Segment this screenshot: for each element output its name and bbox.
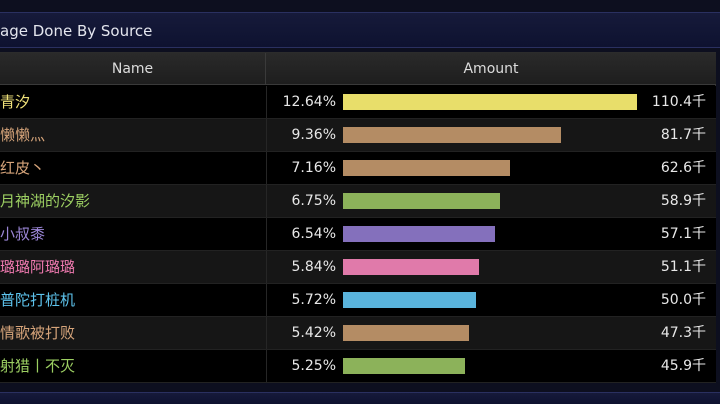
column-divider	[266, 86, 267, 118]
row-percent: 5.25%	[291, 358, 336, 374]
row-amount: 57.1千	[660, 226, 706, 242]
row-amount: 62.6千	[660, 160, 706, 176]
table-row[interactable]: 月神湖的汐影 6.75% 58.9千	[0, 185, 716, 218]
row-source-name: 红皮丶	[0, 159, 46, 177]
row-amount: 58.9千	[660, 193, 706, 209]
window-title-bar[interactable]: age Done By Source	[0, 12, 720, 48]
table-row[interactable]: 懒懒灬 9.36% 81.7千	[0, 119, 716, 152]
row-amount: 47.3千	[660, 325, 706, 341]
row-damage-bar	[343, 259, 479, 275]
row-percent: 6.54%	[291, 226, 336, 242]
row-damage-bar	[343, 325, 469, 341]
column-divider	[266, 350, 267, 382]
row-damage-bar	[343, 160, 510, 176]
row-damage-bar	[343, 226, 495, 242]
row-source-name: 普陀打桩机	[0, 291, 76, 309]
column-divider	[266, 119, 267, 151]
row-amount: 81.7千	[660, 127, 706, 143]
row-source-name: 小叔黍	[0, 225, 46, 243]
table-row[interactable]: 红皮丶 7.16% 62.6千	[0, 152, 716, 185]
row-source-name: 月神湖的汐影	[0, 192, 91, 210]
row-percent: 9.36%	[291, 127, 336, 143]
damage-table: Name Amount 青汐 12.64% 110.4千懒懒灬 9.36% 81.7千红…	[0, 52, 716, 383]
row-percent: 12.64%	[282, 94, 336, 110]
row-amount: 50.0千	[660, 292, 706, 308]
column-divider	[266, 152, 267, 184]
row-source-name: 射猎丨不灭	[0, 357, 76, 375]
row-percent: 5.72%	[291, 292, 336, 308]
window-title: age Done By Source	[0, 22, 153, 40]
row-source-name: 情歌被打败	[0, 324, 76, 342]
row-source-name: 璐璐阿璐璐	[0, 258, 76, 276]
table-row[interactable]: 情歌被打败 5.42% 47.3千	[0, 317, 716, 350]
column-divider	[266, 251, 267, 283]
table-row[interactable]: 青汐 12.64% 110.4千	[0, 86, 716, 119]
window-bottom-bar	[0, 392, 720, 404]
column-header-name[interactable]: Name	[0, 53, 266, 85]
row-amount: 110.4千	[651, 94, 706, 110]
row-source-name: 懒懒灬	[0, 126, 46, 144]
row-percent: 5.42%	[291, 325, 336, 341]
column-divider	[266, 284, 267, 316]
table-row[interactable]: 射猎丨不灭 5.25% 45.9千	[0, 350, 716, 383]
row-damage-bar	[343, 94, 637, 110]
column-divider	[266, 317, 267, 349]
row-damage-bar	[343, 358, 465, 374]
table-row[interactable]: 普陀打桩机 5.72% 50.0千	[0, 284, 716, 317]
row-damage-bar	[343, 127, 561, 143]
row-source-name: 青汐	[0, 93, 31, 111]
row-damage-bar	[343, 193, 500, 209]
row-percent: 5.84%	[291, 259, 336, 275]
column-header-amount[interactable]: Amount	[463, 61, 519, 77]
row-percent: 6.75%	[291, 193, 336, 209]
row-damage-bar	[343, 292, 476, 308]
row-percent: 7.16%	[291, 160, 336, 176]
table-header: Name Amount	[0, 53, 716, 85]
column-divider	[266, 185, 267, 217]
table-row[interactable]: 小叔黍 6.54% 57.1千	[0, 218, 716, 251]
table-row[interactable]: 璐璐阿璐璐 5.84% 51.1千	[0, 251, 716, 284]
column-divider	[266, 218, 267, 250]
row-amount: 45.9千	[660, 358, 706, 374]
row-amount: 51.1千	[660, 259, 706, 275]
